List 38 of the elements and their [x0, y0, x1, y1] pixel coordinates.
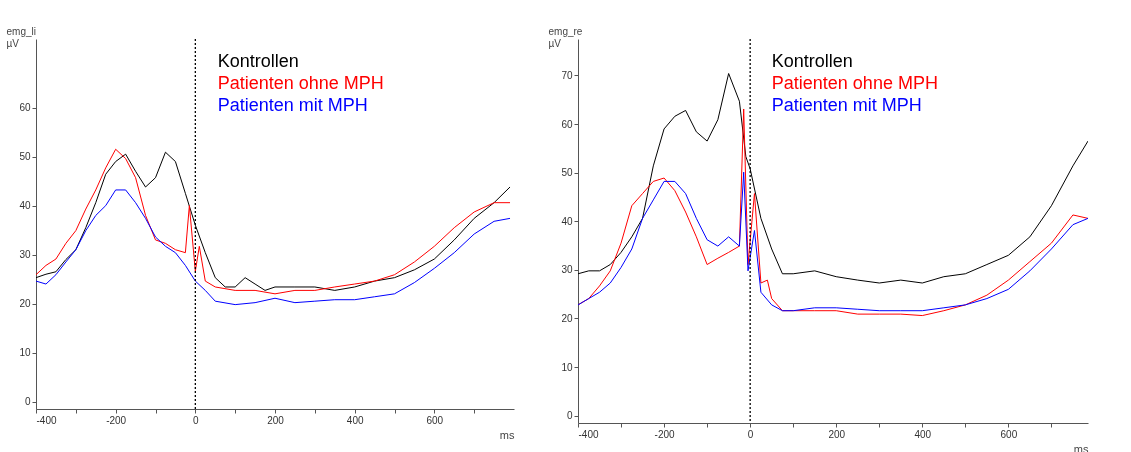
x-tick-label: 0 [747, 428, 754, 440]
line-series [578, 171, 1088, 312]
x-axis-title: ms [499, 428, 515, 441]
y-tick-label: 70 [561, 69, 573, 81]
x-tick-label: 200 [828, 428, 846, 440]
y-axis-title: emg_re µV [548, 25, 583, 49]
x-tick-label: 400 [346, 414, 364, 426]
line-series [36, 189, 511, 306]
y-tick-label: 30 [561, 264, 573, 276]
x-tick-label: -400 [578, 428, 599, 440]
y-tick-label: 40 [19, 200, 31, 212]
y-tick-label: 0 [24, 396, 31, 408]
x-tick-label: 400 [914, 428, 932, 440]
text: Patienten mit MPH [217, 95, 368, 115]
text: Patienten mit MPH [771, 95, 922, 115]
y-tick-label: 60 [19, 102, 31, 114]
x-tick-label: -400 [36, 414, 57, 426]
text: Patienten ohne MPH [217, 73, 384, 93]
y-tick-label: 10 [19, 347, 31, 359]
x-tick-label: 600 [426, 414, 444, 426]
series-label: Patienten ohne MPH [771, 73, 938, 93]
x-axis-title: ms [1073, 442, 1089, 452]
x-tick-label: 200 [267, 414, 285, 426]
x-tick-label: 0 [193, 414, 200, 426]
y-tick-label: 40 [561, 215, 573, 227]
y-tick-label: 30 [19, 249, 31, 261]
x-tick-label: -200 [106, 414, 127, 426]
y-axis-title: emg_li µV [6, 25, 36, 49]
y-tick-label: 50 [19, 151, 31, 163]
x-tick-label: -200 [654, 428, 676, 440]
y-tick-label: 50 [561, 167, 573, 179]
y-tick-label: 20 [19, 298, 31, 310]
y-tick-label: 10 [561, 361, 573, 373]
text: Kontrollen [771, 51, 853, 71]
x-tick-label: 600 [1000, 428, 1018, 440]
y-tick-label: 60 [561, 118, 573, 130]
y-tick-label: 20 [561, 312, 573, 324]
text: Kontrollen [217, 51, 299, 71]
